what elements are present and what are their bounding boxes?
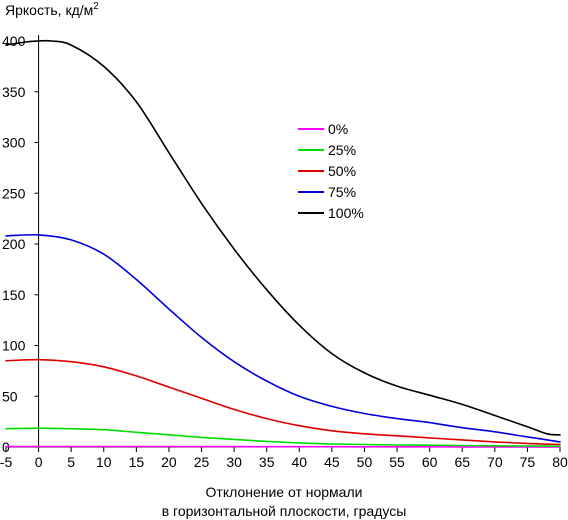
x-tick-label: 0 — [35, 454, 43, 470]
y-axis-label: Яркость, кд/м2 — [5, 1, 99, 18]
x-tick-label: 40 — [292, 454, 308, 470]
y-tick-label: 100 — [2, 338, 26, 354]
x-tick-label: 45 — [324, 454, 340, 470]
legend-label: 50% — [328, 163, 356, 179]
legend-label: 75% — [328, 184, 356, 200]
x-tick-label: 70 — [487, 454, 503, 470]
legend-label: 0% — [328, 121, 348, 137]
x-tick-label: 60 — [422, 454, 438, 470]
x-tick-label: 25 — [194, 454, 210, 470]
x-tick-label: -5 — [0, 454, 12, 470]
x-tick-label: 35 — [259, 454, 275, 470]
x-tick-label: 10 — [96, 454, 112, 470]
x-tick-label: 20 — [161, 454, 177, 470]
y-axis-label-main: Яркость, кд/м — [5, 2, 93, 18]
y-tick-label: 250 — [2, 185, 26, 201]
x-tick-label: 30 — [226, 454, 242, 470]
y-tick-label: 300 — [2, 135, 26, 151]
x-tick-label: 75 — [520, 454, 536, 470]
axes: -5 0 5 10 15 20 25 30 35 40 45 50 55 60 65 70 75 80050100… — [0, 33, 568, 470]
y-tick-label: 50 — [2, 388, 18, 404]
legend-label: 100% — [328, 205, 364, 221]
series-line-100-percent — [5, 39, 561, 436]
x-axis-label-line2: в горизонтальной плоскости, градусы — [162, 503, 407, 519]
y-tick-label: 350 — [2, 84, 26, 100]
series-line-50-percent — [5, 358, 561, 446]
x-tick-label: 50 — [357, 454, 373, 470]
x-tick-label: 5 — [67, 454, 75, 470]
y-tick-label: 400 — [2, 33, 26, 49]
legend: 0% 25% 50% 75% 100% — [298, 121, 364, 221]
x-tick-label: 65 — [454, 454, 470, 470]
x-axis-label-line1: Отклонение от нормали — [206, 484, 363, 500]
y-tick-label: 200 — [2, 236, 26, 252]
series-line-25-percent — [5, 427, 561, 447]
legend-label: 25% — [328, 142, 356, 158]
y-axis-label-superscript: 2 — [93, 1, 99, 12]
x-tick-label: 55 — [389, 454, 405, 470]
x-tick-label: 80 — [552, 454, 568, 470]
x-tick-label: 15 — [129, 454, 145, 470]
series-layer — [5, 39, 561, 448]
series-line-75-percent — [5, 233, 561, 443]
y-tick-label: 150 — [2, 287, 26, 303]
